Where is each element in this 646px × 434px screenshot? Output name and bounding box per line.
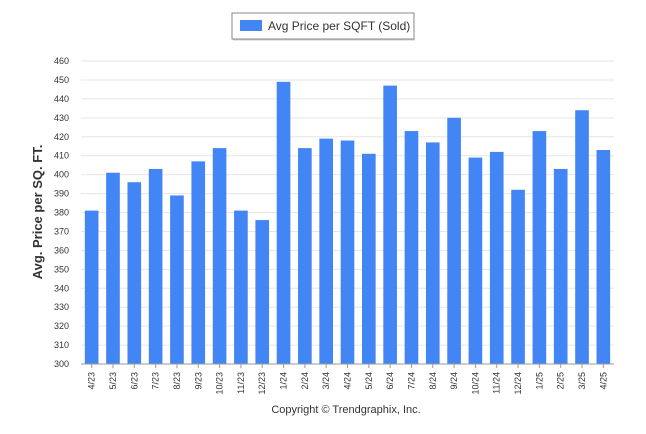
bar[interactable] bbox=[575, 110, 589, 365]
bar[interactable] bbox=[191, 161, 206, 364]
x-tick-label: 11/24 bbox=[492, 372, 502, 394]
legend-label: Avg Price per SQFT (Sold) bbox=[268, 19, 410, 33]
x-tick-label: 12/23 bbox=[257, 372, 267, 395]
bar[interactable] bbox=[84, 210, 99, 364]
bar[interactable] bbox=[148, 168, 163, 364]
bar[interactable] bbox=[170, 195, 184, 364]
y-tick-label: 400 bbox=[54, 170, 69, 180]
x-tick-label: 12/24 bbox=[513, 372, 523, 395]
y-tick-label: 380 bbox=[54, 208, 69, 218]
x-tick-label: 10/24 bbox=[470, 372, 480, 395]
x-tick-label: 1/25 bbox=[534, 372, 544, 390]
bar[interactable] bbox=[319, 138, 333, 364]
x-tick-label: 2/24 bbox=[300, 372, 310, 390]
x-tick-label: 4/24 bbox=[343, 372, 353, 390]
y-tick-label: 310 bbox=[54, 340, 69, 350]
y-tick-label: 440 bbox=[54, 94, 69, 104]
x-tick-label: 10/23 bbox=[215, 372, 225, 395]
x-tick-label: 11/23 bbox=[236, 372, 246, 394]
x-tick-label: 4/23 bbox=[87, 372, 97, 390]
bar[interactable] bbox=[212, 148, 227, 364]
y-tick-label: 350 bbox=[54, 264, 69, 274]
y-tick-label: 340 bbox=[54, 283, 69, 293]
x-tick-label: 8/23 bbox=[172, 372, 182, 390]
y-tick-label: 430 bbox=[54, 113, 69, 123]
bar[interactable] bbox=[255, 220, 270, 364]
x-tick-label: 2/25 bbox=[556, 372, 566, 390]
bar[interactable] bbox=[532, 131, 547, 364]
bar[interactable] bbox=[340, 140, 355, 364]
bar[interactable] bbox=[234, 210, 248, 364]
x-tick-label: 7/24 bbox=[406, 372, 416, 390]
x-axis-ticks: 4/23 5/23 6/23 7/23 8/23 9/23 10/23 11/23 12/23 1… bbox=[87, 364, 608, 395]
bar[interactable] bbox=[383, 85, 397, 365]
x-tick-label: 6/23 bbox=[129, 372, 139, 390]
bar[interactable] bbox=[276, 81, 291, 364]
bar[interactable] bbox=[596, 150, 611, 364]
x-tick-label: 9/24 bbox=[449, 372, 459, 390]
bars bbox=[84, 81, 611, 365]
x-tick-label: 1/24 bbox=[279, 372, 289, 390]
y-tick-label: 370 bbox=[54, 226, 69, 236]
y-tick-label: 420 bbox=[54, 132, 69, 142]
y-tick-label: 300 bbox=[54, 359, 69, 369]
x-tick-label: 6/24 bbox=[385, 372, 395, 390]
x-tick-label: 7/23 bbox=[151, 372, 161, 390]
y-tick-label: 410 bbox=[54, 151, 69, 161]
y-tick-label: 320 bbox=[54, 321, 69, 331]
bar[interactable] bbox=[511, 189, 525, 364]
bar[interactable] bbox=[553, 168, 568, 364]
bar[interactable] bbox=[127, 182, 142, 364]
x-tick-label: 9/23 bbox=[193, 372, 203, 390]
copyright-footer: Copyright © Trendgraphix, Inc. bbox=[271, 404, 420, 416]
bar[interactable] bbox=[447, 117, 461, 364]
bar[interactable] bbox=[106, 172, 120, 364]
bar[interactable] bbox=[468, 157, 483, 364]
x-tick-label: 4/25 bbox=[598, 372, 608, 390]
legend-swatch bbox=[240, 20, 262, 31]
bar[interactable] bbox=[404, 131, 419, 364]
y-tick-label: 330 bbox=[54, 302, 69, 312]
y-axis-ticks: 300 310 320 330 340 350 360 370 380 390 400 410 420 4… bbox=[54, 56, 69, 369]
y-tick-label: 360 bbox=[54, 245, 69, 255]
y-tick-label: 450 bbox=[54, 75, 69, 85]
bar[interactable] bbox=[489, 151, 504, 364]
x-tick-label: 3/24 bbox=[321, 372, 331, 390]
x-tick-label: 3/25 bbox=[577, 372, 587, 390]
bar[interactable] bbox=[298, 148, 312, 364]
legend-frame bbox=[231, 12, 415, 40]
x-tick-label: 8/24 bbox=[428, 372, 438, 390]
legend: Avg Price per SQFT (Sold) bbox=[231, 12, 415, 41]
y-tick-label: 390 bbox=[54, 189, 69, 199]
x-tick-label: 5/23 bbox=[108, 372, 118, 390]
y-axis-title: Avg. Price per SQ. FT. bbox=[30, 145, 45, 280]
y-tick-label: 460 bbox=[54, 56, 69, 66]
bar[interactable] bbox=[425, 142, 440, 364]
x-tick-label: 5/24 bbox=[364, 372, 374, 390]
bar[interactable] bbox=[362, 153, 376, 364]
